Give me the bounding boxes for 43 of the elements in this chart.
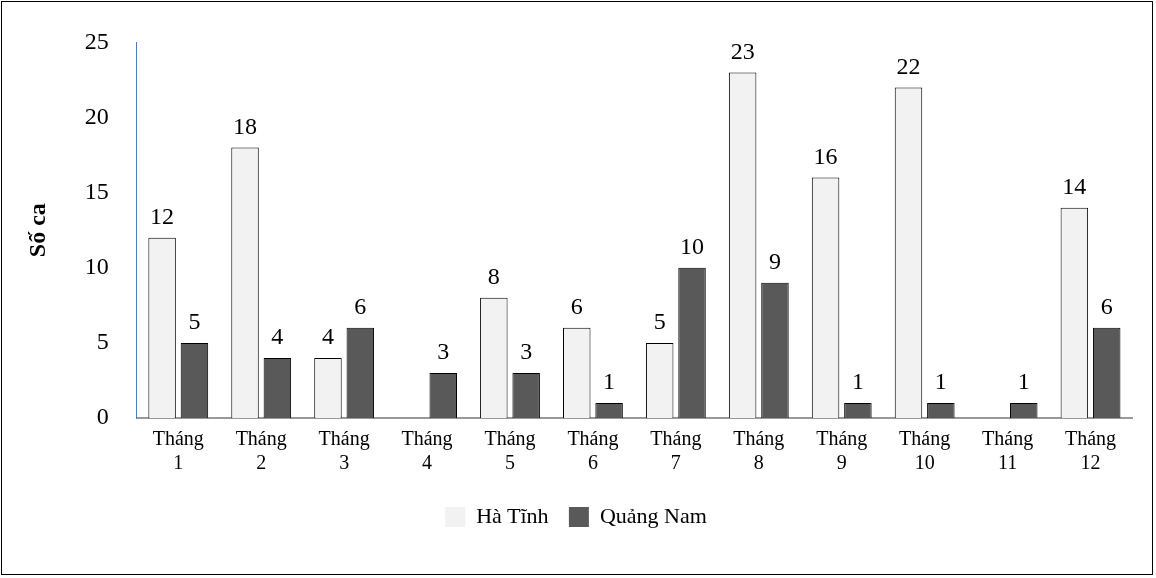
y-tick-label: 0 <box>96 403 109 430</box>
data-label: 3 <box>520 338 533 365</box>
x-tick-label: Tháng 9 <box>816 427 868 474</box>
y-tick-label: 15 <box>84 177 109 204</box>
x-tick-label: Tháng 6 <box>567 427 619 474</box>
data-label: 10 <box>680 233 705 260</box>
y-tick-label: 5 <box>96 328 109 355</box>
data-label: 8 <box>487 263 500 290</box>
y-tick-label: 25 <box>84 27 109 54</box>
data-label: 1 <box>1017 368 1030 395</box>
y-tick-label: 20 <box>84 102 109 129</box>
data-label: 4 <box>321 323 334 350</box>
data-label: 1 <box>603 368 616 395</box>
x-tick-label: Tháng 2 <box>235 427 287 474</box>
data-label: 12 <box>150 203 175 230</box>
y-tick-label: 10 <box>84 253 109 280</box>
y-axis-title: Số ca <box>23 203 50 258</box>
data-label: 5 <box>188 308 201 335</box>
data-label: 5 <box>653 308 666 335</box>
data-label: 6 <box>570 293 583 320</box>
data-label: 6 <box>1100 293 1113 320</box>
legend-label: Hà Tĩnh <box>476 502 549 528</box>
data-label: 16 <box>813 142 838 169</box>
x-tick-label: Tháng 4 <box>401 427 453 474</box>
x-tick-label: Tháng 11 <box>982 427 1034 474</box>
x-tick-label: Tháng 10 <box>899 427 951 474</box>
data-label: 3 <box>437 338 450 365</box>
data-label: 14 <box>1062 172 1087 199</box>
data-label: 18 <box>233 112 258 139</box>
data-label: 1 <box>934 368 947 395</box>
legend-label: Quảng Nam <box>599 502 707 528</box>
data-label: 9 <box>768 248 781 275</box>
x-tick-label: Tháng 1 <box>152 427 204 474</box>
data-label: 23 <box>730 37 755 64</box>
x-tick-label: Tháng 8 <box>733 427 785 474</box>
data-label: 1 <box>851 368 864 395</box>
x-tick-label: Tháng 3 <box>318 427 370 474</box>
x-tick-label: Tháng 12 <box>1064 427 1117 474</box>
data-label: 6 <box>354 293 367 320</box>
data-label: 4 <box>271 323 284 350</box>
x-tick-label: Tháng 5 <box>484 427 536 474</box>
x-tick-label: Tháng 7 <box>650 427 702 474</box>
data-label: 22 <box>896 52 921 79</box>
